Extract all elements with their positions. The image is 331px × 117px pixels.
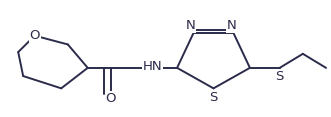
- Text: N: N: [227, 19, 237, 32]
- Text: S: S: [209, 91, 218, 104]
- Text: HN: HN: [142, 60, 162, 73]
- Text: O: O: [106, 92, 116, 105]
- Text: S: S: [275, 70, 284, 83]
- Text: N: N: [185, 19, 195, 32]
- Text: O: O: [29, 29, 40, 42]
